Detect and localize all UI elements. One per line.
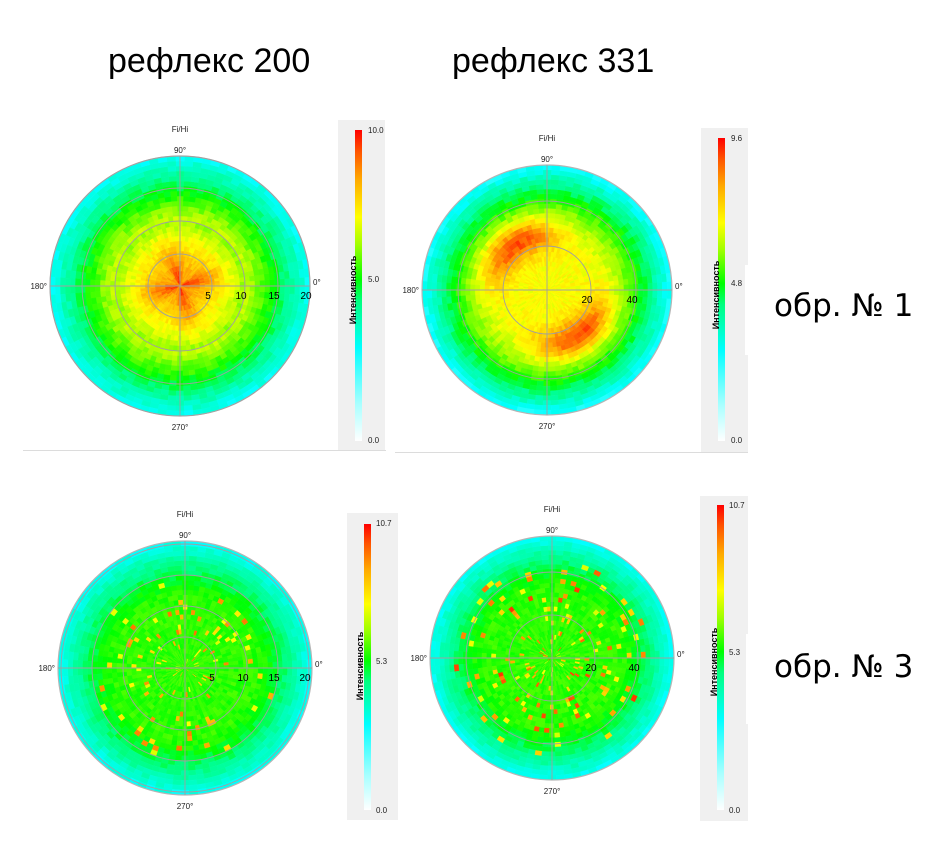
colorbar-max-label: 10.0 (368, 126, 384, 135)
colorbar-title: Интенсивность (348, 255, 358, 325)
column-title-reflex-331: рефлекс 331 (452, 42, 655, 80)
colorbar-max-label: 10.7 (729, 501, 745, 510)
plot-title: Fi/Hi (177, 510, 194, 519)
plot-title: Fi/Hi (172, 125, 189, 134)
colorbar-notch (745, 265, 749, 355)
angle-label-90: 90° (546, 526, 558, 535)
colorbar-mid-label: 5.3 (729, 648, 741, 657)
radial-tick-label: 20 (300, 291, 312, 302)
angle-label-270: 270° (177, 802, 194, 811)
colorbar-min-label: 0.0 (731, 436, 743, 445)
radial-tick-label: 5 (209, 673, 215, 684)
plot-title: Fi/Hi (539, 134, 556, 143)
colorbar-panel (700, 496, 748, 821)
colorbar-max-label: 9.6 (731, 134, 743, 143)
colorbar-mid-label: 5.0 (368, 275, 380, 284)
angle-label-180: 180° (410, 654, 427, 663)
radial-tick-label: 20 (585, 663, 597, 674)
colorbar-min-label: 0.0 (376, 806, 388, 815)
radial-tick-label: 40 (628, 663, 640, 674)
angle-label-0: 0° (315, 660, 323, 669)
radial-tick-label: 20 (581, 295, 593, 306)
row-label-sample-3: обр. № 3 (774, 649, 914, 685)
colorbar-max-label: 10.7 (376, 519, 392, 528)
angle-label-0: 0° (677, 650, 685, 659)
plot-title: Fi/Hi (544, 505, 561, 514)
angle-label-180: 180° (30, 282, 47, 291)
angle-label-180: 180° (402, 286, 419, 295)
column-title-reflex-200: рефлекс 200 (108, 42, 311, 80)
radial-tick-label: 10 (237, 673, 249, 684)
radial-tick-label: 10 (235, 291, 247, 302)
angle-label-90: 90° (541, 155, 553, 164)
angle-label-0: 0° (313, 278, 321, 287)
colorbar-title: Интенсивность (709, 627, 719, 697)
radial-tick-label: 20 (299, 673, 311, 684)
colorbar-min-label: 0.0 (729, 806, 741, 815)
radial-tick-label: 40 (626, 295, 638, 306)
polar-heatmap-r200_s3: 5 10 15 20 90° 270° 180° 0° Fi/Hi (38, 510, 322, 811)
polar-heatmap-r200_s1: 5 10 15 20 90° 270° 180° 0° Fi/Hi (30, 125, 320, 432)
colorbar-mid-label: 5.3 (376, 657, 388, 666)
colorbar-min-label: 0.0 (368, 436, 380, 445)
angle-label-0: 0° (675, 282, 683, 291)
angle-label-180: 180° (38, 664, 55, 673)
angle-label-270: 270° (539, 422, 556, 431)
angle-label-270: 270° (544, 787, 561, 796)
colorbar-mid-label: 4.8 (731, 279, 743, 288)
colorbar-title: Интенсивность (355, 631, 365, 701)
plot-baseline (395, 452, 748, 453)
angle-label-270: 270° (172, 423, 189, 432)
angle-label-90: 90° (179, 531, 191, 540)
colorbar-title: Интенсивность (711, 260, 721, 330)
polar-heatmap-r331_s1: 20 40 90° 270° 180° 0° Fi/Hi (402, 134, 682, 431)
radial-tick-label: 15 (268, 673, 280, 684)
colorbar-notch (746, 634, 750, 724)
row-label-sample-1: обр. № 1 (774, 288, 914, 324)
polar-heatmap-r331_s3: 20 40 90° 270° 180° 0° Fi/Hi (410, 505, 684, 796)
plot-baseline (23, 450, 386, 451)
radial-tick-label: 15 (268, 291, 280, 302)
radial-tick-label: 5 (205, 291, 211, 302)
angle-label-90: 90° (174, 146, 186, 155)
colorbar-gradient (364, 524, 371, 810)
